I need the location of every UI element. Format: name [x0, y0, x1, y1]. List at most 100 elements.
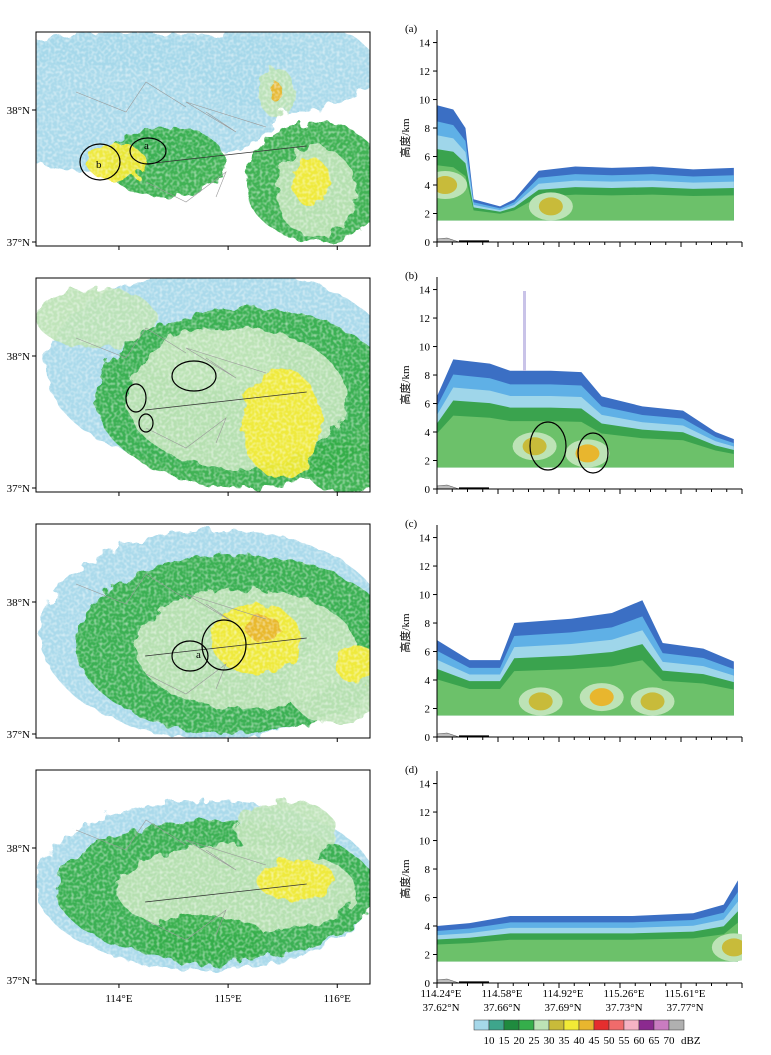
colorbar-cell [638, 1019, 655, 1031]
below-beam [437, 467, 742, 489]
map-panel-d: 38°N 37°N [7, 769, 371, 988]
x-tick-lon: 114.58°E [482, 988, 523, 1000]
echo-texture [36, 524, 370, 738]
map-field [36, 32, 370, 246]
map-frame [35, 523, 371, 739]
x-tick-lat: 37.66°N [483, 1002, 520, 1014]
cross-section-d: 0 2 4 6 8 10 12 14 高度/km (d) [398, 764, 743, 990]
colorbar-unit: dBZ [681, 1035, 701, 1047]
circle-map-b-3 [138, 413, 154, 433]
x-tick-lat: 37.62°N [422, 1002, 459, 1014]
spike [523, 291, 526, 371]
y-tick-label: 10 [419, 95, 431, 107]
lat-tick-label: 38°N [7, 351, 30, 363]
y-tick-label: 14 [419, 285, 431, 297]
colorbar-cell [503, 1019, 520, 1031]
below-beam [437, 715, 742, 737]
circle-map-c-2 [171, 640, 209, 672]
cross-section-panels: 0 2 4 6 8 10 12 14 高度/km (a) 0 2 4 6 8 10 12 14 高度/km (b) 0 2… [398, 23, 743, 1014]
y-tick-label: 8 [425, 618, 431, 630]
colorbar-tick-label: 15 [499, 1035, 511, 1047]
lat-tick-label: 37°N [7, 483, 30, 495]
echo-texture [36, 770, 370, 984]
section-field [437, 359, 742, 489]
border-line [185, 101, 267, 133]
map-panel-c: 38°N 37°N [7, 523, 371, 742]
border-line [145, 663, 227, 695]
section-field [437, 105, 742, 242]
y-tick-label: 12 [419, 313, 430, 325]
map-frame [35, 31, 371, 247]
y-tick-label: 6 [425, 399, 431, 411]
x-tick-lon: 114.92°E [543, 988, 584, 1000]
county-borders [75, 327, 267, 449]
y-tick-label: 14 [419, 533, 431, 545]
y-axis-label: 高度/km [398, 613, 412, 653]
colorbar-tick-label: 40 [574, 1035, 586, 1047]
colorbar-cell [578, 1019, 595, 1031]
y-tick-label: 0 [425, 484, 431, 496]
lat-tick-label: 38°N [7, 597, 30, 609]
x-tick-lon: 115.61°E [665, 988, 706, 1000]
panel-label: (d) [405, 764, 418, 776]
y-tick-label: 8 [425, 864, 431, 876]
y-tick-label: 14 [419, 779, 431, 791]
border-line [75, 81, 187, 113]
x-tick-lon: 114.24°E [421, 988, 462, 1000]
colorbar-cell [668, 1019, 685, 1031]
y-axis-label: 高度/km [398, 118, 412, 158]
panel-label: (c) [405, 518, 418, 530]
annotation-a-c: a [196, 649, 201, 661]
circle-a-map-a [129, 137, 167, 165]
lat-tick-label: 37°N [7, 237, 30, 249]
x-tick-lon: 115.26°E [604, 988, 645, 1000]
section-field [437, 600, 742, 737]
colorbar-tick-label: 30 [544, 1035, 556, 1047]
colorbar-cell [563, 1019, 580, 1031]
panel-label: (b) [405, 270, 418, 282]
section-field [437, 880, 742, 983]
map-field [36, 524, 370, 738]
map-panels: 38°N 37°N 38°N 37°N 38°N 37°N 38°N 37°N 114°E 115… [7, 31, 371, 1005]
circle-section-b-1 [529, 421, 567, 471]
cross-section-b: 0 2 4 6 8 10 12 14 高度/km (b) [398, 270, 743, 496]
x-tick-lat: 37.77°N [666, 1002, 703, 1014]
circle-map-b-1 [171, 360, 217, 392]
cross-section-c: 0 2 4 6 8 10 12 14 高度/km (c) [398, 518, 743, 744]
map-panel-a: 38°N 37°N [7, 31, 371, 250]
border-line [145, 909, 227, 941]
lat-tick-label: 38°N [7, 105, 30, 117]
colorbar-tick-label: 55 [619, 1035, 631, 1047]
lat-tick-label: 37°N [7, 975, 30, 987]
y-tick-label: 2 [425, 209, 431, 221]
y-tick-label: 2 [425, 950, 431, 962]
county-borders [75, 819, 267, 941]
map-field [36, 770, 370, 984]
y-tick-label: 6 [425, 647, 431, 659]
echo-core [522, 437, 547, 456]
y-tick-label: 0 [425, 978, 431, 990]
circle-map-b-2 [125, 383, 147, 413]
circle-b-map-a [79, 143, 121, 181]
below-beam [437, 961, 742, 983]
echo-core [528, 692, 553, 711]
echo-layer [437, 165, 734, 221]
circle-section-b-2 [577, 432, 609, 474]
colorbar-cell [533, 1019, 550, 1031]
colorbar-cell [518, 1019, 535, 1031]
echo-core [721, 938, 742, 957]
y-tick-label: 10 [419, 590, 431, 602]
colorbar-tick-label: 35 [559, 1035, 571, 1047]
border-line [75, 819, 187, 851]
map-panel-b: 38°N 37°N [7, 277, 371, 496]
border-line [75, 327, 187, 359]
colorbar-tick-label: 45 [589, 1035, 601, 1047]
echo-core [437, 176, 458, 195]
border-line [185, 839, 267, 871]
lon-tick-label: 114°E [105, 993, 132, 1005]
colorbar: 10 15 20 25 30 35 40 45 50 55 60 65 70 dBZ [473, 1019, 701, 1047]
colorbar-tick-label: 60 [634, 1035, 646, 1047]
border-line [75, 573, 187, 605]
y-tick-label: 8 [425, 123, 431, 135]
